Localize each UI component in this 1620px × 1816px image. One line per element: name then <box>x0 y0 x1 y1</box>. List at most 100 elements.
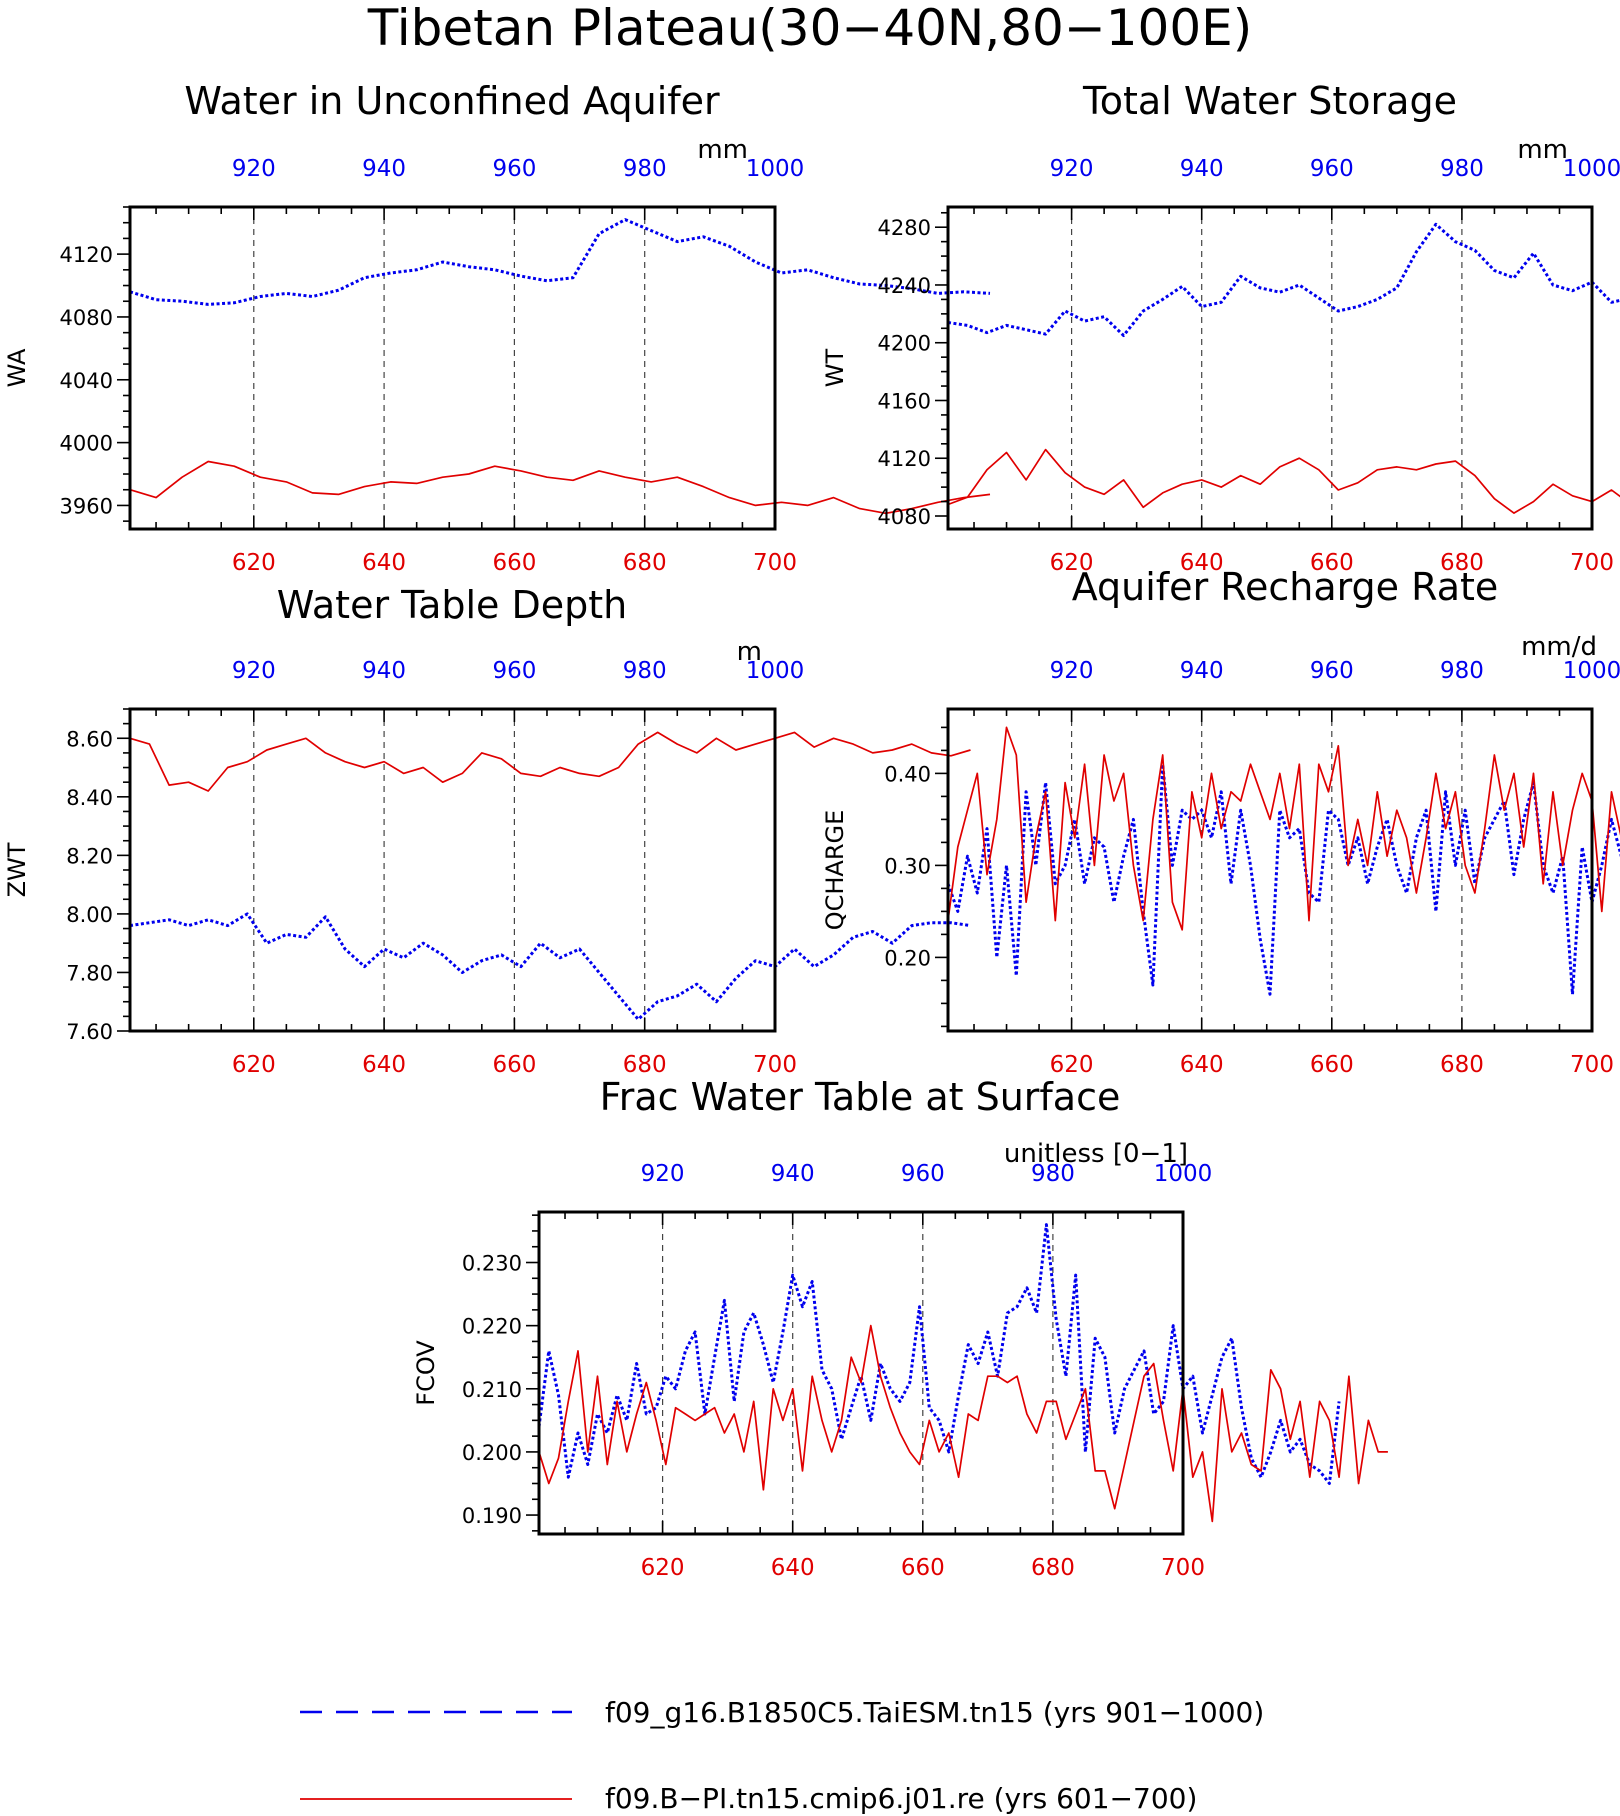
x-tick-label-top: 940 <box>362 658 406 684</box>
y-tick-label: 0.190 <box>462 1504 522 1528</box>
x-tick-label-bottom: 620 <box>1050 1052 1094 1078</box>
x-tick-label-bottom: 680 <box>623 1052 667 1078</box>
x-tick-label-bottom: 660 <box>492 550 536 576</box>
x-tick-label-top: 960 <box>1310 658 1354 684</box>
x-tick-label-bottom: 640 <box>1180 550 1224 576</box>
y-tick-label: 4000 <box>60 432 113 456</box>
y-tick-label: 8.20 <box>66 844 113 868</box>
series-line-b <box>538 1324 1388 1523</box>
x-tick-label-top: 1000 <box>1563 156 1620 182</box>
y-tick-label: 8.00 <box>66 903 113 927</box>
x-tick-label-bottom: 660 <box>1310 1052 1354 1078</box>
legend-label-series-b: f09.B−PI.tn15.cmip6.j01.re (yrs 601−700) <box>605 1782 1197 1815</box>
y-tick-label: 7.60 <box>66 1020 113 1044</box>
x-tick-label-bottom: 620 <box>1050 550 1094 576</box>
x-tick-label-bottom: 680 <box>1440 1052 1484 1078</box>
x-tick-label-top: 980 <box>1440 658 1484 684</box>
x-tick-label-top: 940 <box>362 156 406 182</box>
legend: f09_g16.B1850C5.TaiESM.tn15 (yrs 901−100… <box>300 1696 1264 1815</box>
panel-title: Water in Unconfined Aquifer <box>184 79 720 123</box>
x-tick-label-bottom: 620 <box>232 550 276 576</box>
x-tick-label-top: 960 <box>1310 156 1354 182</box>
figure-title: Tibetan Plateau(30−40N,80−100E) <box>367 0 1253 57</box>
panel-0: Water in Unconfined Aquifer mm 620 640 660 68… <box>3 79 991 576</box>
series-line-b <box>129 460 991 515</box>
x-tick-label-bottom: 680 <box>1440 550 1484 576</box>
x-tick-label-top: 980 <box>1031 1161 1075 1187</box>
y-axis-label: WA <box>3 348 31 387</box>
x-tick-label-top: 920 <box>232 658 276 684</box>
panel-title: Frac Water Table at Surface <box>600 1075 1121 1119</box>
x-tick-label-bottom: 700 <box>1570 550 1614 576</box>
series-line-a <box>947 222 1620 337</box>
x-tick-label-top: 980 <box>1440 156 1484 182</box>
x-tick-label-bottom: 620 <box>641 1555 685 1581</box>
units-label: unitless [0−1] <box>1004 1139 1188 1169</box>
units-label: mm <box>1517 135 1568 165</box>
y-tick-label: 4120 <box>60 243 113 267</box>
series-line-b <box>129 731 971 792</box>
x-tick-label-bottom: 640 <box>771 1555 815 1581</box>
panel-2: Water Table Depth m 620 640 660 680 700 920 940 9… <box>3 583 971 1078</box>
x-tick-label-bottom: 680 <box>1031 1555 1075 1581</box>
x-tick-label-bottom: 640 <box>362 550 406 576</box>
series-line-a <box>946 762 1620 996</box>
x-tick-label-top: 920 <box>641 1161 685 1187</box>
x-tick-label-bottom: 640 <box>362 1052 406 1078</box>
plot-frame <box>537 1210 1185 1536</box>
y-tick-label: 0.30 <box>884 854 931 878</box>
x-tick-label-bottom: 700 <box>1570 1052 1614 1078</box>
units-label: mm/d <box>1521 632 1597 662</box>
x-tick-label-top: 940 <box>1180 658 1224 684</box>
y-tick-label: 0.200 <box>462 1441 522 1465</box>
x-tick-label-top: 960 <box>492 156 536 182</box>
plot-frame <box>128 205 777 531</box>
y-tick-label: 0.20 <box>884 946 931 970</box>
plot-frame <box>946 707 1594 1033</box>
x-tick-label-bottom: 660 <box>901 1555 945 1581</box>
x-tick-label-bottom: 660 <box>492 1052 536 1078</box>
y-tick-label: 0.230 <box>462 1252 522 1276</box>
x-tick-label-top: 920 <box>1050 658 1094 684</box>
y-tick-label: 4120 <box>878 447 931 471</box>
y-tick-label: 8.60 <box>66 727 113 751</box>
y-axis-label: ZWT <box>3 842 31 897</box>
x-tick-label-top: 960 <box>492 658 536 684</box>
x-tick-label-top: 1000 <box>1154 1161 1213 1187</box>
x-tick-label-bottom: 640 <box>1180 1052 1224 1078</box>
y-tick-label: 4200 <box>878 332 931 356</box>
panel-title: Total Water Storage <box>1082 79 1457 123</box>
x-tick-label-bottom: 700 <box>753 550 797 576</box>
panels: Water in Unconfined Aquifer mm 620 640 660 68… <box>3 79 1620 1581</box>
y-axis-label: FCOV <box>412 1340 440 1406</box>
y-tick-label: 0.220 <box>462 1315 522 1339</box>
x-tick-label-bottom: 680 <box>623 550 667 576</box>
x-tick-label-bottom: 700 <box>1161 1555 1205 1581</box>
series-line-a <box>537 1223 1341 1485</box>
x-tick-label-top: 1000 <box>1563 658 1620 684</box>
x-tick-label-top: 980 <box>623 658 667 684</box>
y-tick-label: 4160 <box>878 389 931 413</box>
y-tick-label: 4080 <box>878 505 931 529</box>
x-tick-label-top: 1000 <box>746 156 805 182</box>
y-tick-label: 8.40 <box>66 786 113 810</box>
x-tick-label-top: 920 <box>232 156 276 182</box>
panel-1: Total Water Storage mm 620 640 660 680 700 920 9… <box>821 79 1620 576</box>
y-tick-label: 0.40 <box>884 762 931 786</box>
x-tick-label-bottom: 660 <box>1310 550 1354 576</box>
x-tick-label-top: 980 <box>623 156 667 182</box>
legend-label-series-a: f09_g16.B1850C5.TaiESM.tn15 (yrs 901−100… <box>605 1696 1264 1729</box>
x-tick-label-top: 940 <box>1180 156 1224 182</box>
x-tick-label-top: 960 <box>901 1161 945 1187</box>
y-tick-label: 7.80 <box>66 961 113 985</box>
y-tick-label: 4280 <box>878 216 931 240</box>
panel-title: Aquifer Recharge Rate <box>1072 565 1499 609</box>
y-tick-label: 4040 <box>60 369 113 393</box>
x-tick-label-top: 920 <box>1050 156 1094 182</box>
x-tick-label-top: 1000 <box>746 658 805 684</box>
units-label: mm <box>697 135 748 165</box>
panel-4: Frac Water Table at Surface unitless [0−1… <box>412 1075 1388 1581</box>
units-label: m <box>737 637 762 667</box>
series-line-b <box>947 448 1620 514</box>
